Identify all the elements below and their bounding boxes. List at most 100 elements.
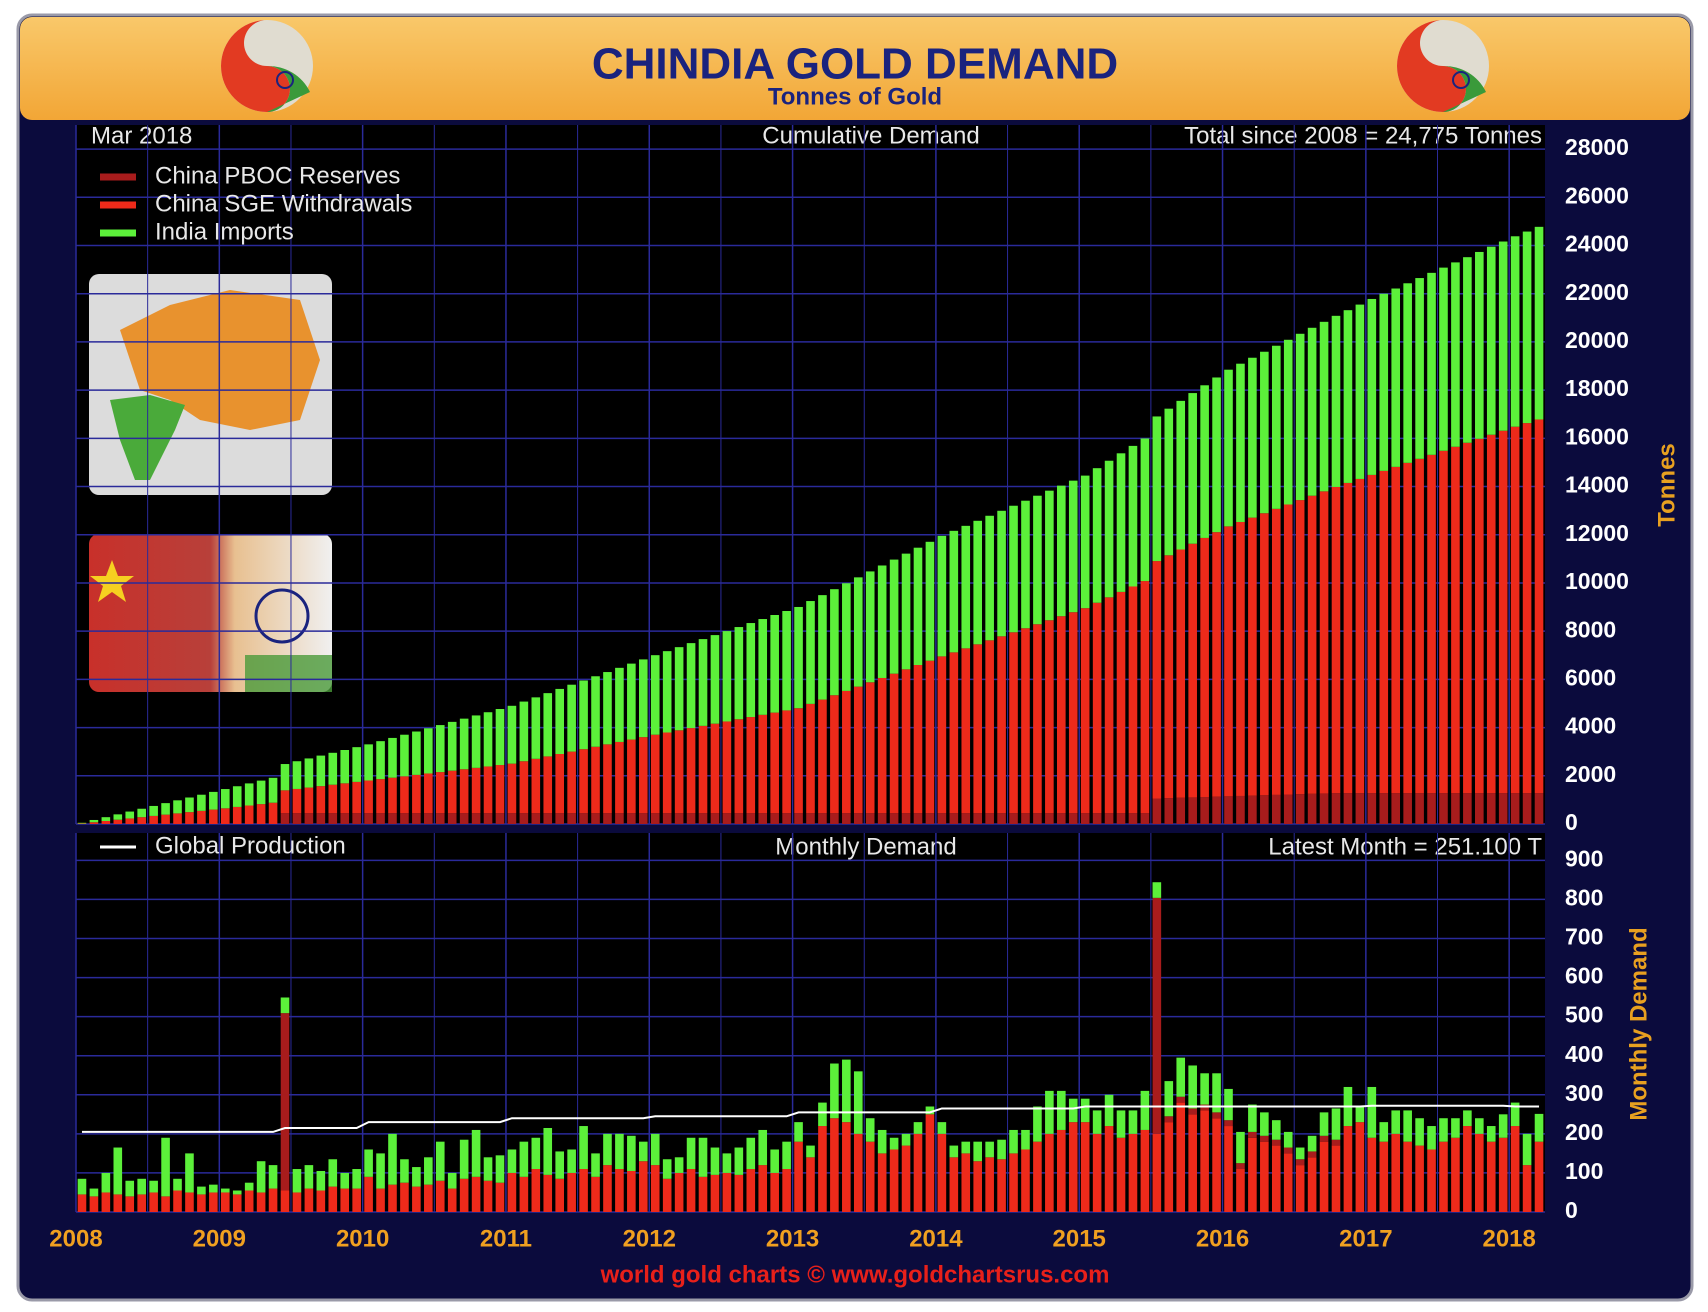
bar-segment [1451, 1137, 1460, 1212]
bar-segment [1427, 793, 1436, 824]
bar-segment [292, 1169, 302, 1193]
bar-segment [722, 1153, 732, 1173]
bar-segment [1140, 813, 1150, 824]
x-tick-label: 2009 [193, 1225, 246, 1252]
bar-segment [662, 813, 672, 824]
bar-segment [842, 1122, 851, 1212]
bar-segment [388, 1133, 397, 1185]
bar-segment [1510, 1126, 1520, 1212]
bar-segment [1176, 1102, 1186, 1212]
bar-segment [304, 1165, 314, 1189]
bar-segment [818, 595, 827, 700]
bar-segment [1391, 1110, 1401, 1134]
bar-segment [1486, 793, 1496, 824]
bar-segment [435, 772, 445, 814]
bar-segment [471, 1129, 481, 1177]
bar-segment [185, 797, 194, 813]
bar-segment [1463, 1126, 1472, 1212]
bar-segment [770, 1172, 779, 1212]
bar-segment [1403, 793, 1412, 824]
bar-segment [304, 813, 314, 824]
bar-segment [997, 510, 1006, 637]
bar-segment [543, 756, 553, 814]
bar-segment [280, 764, 290, 791]
bar-segment [244, 1190, 254, 1212]
bar-segment [364, 744, 373, 781]
bar-segment [734, 1147, 744, 1175]
bar-segment [1057, 1129, 1066, 1212]
bar-segment [1498, 430, 1508, 794]
bar-segment [901, 1145, 911, 1212]
bar-segment [698, 1137, 708, 1177]
bar-segment [364, 813, 373, 824]
bar-segment [1295, 500, 1305, 795]
bar-segment [1319, 1112, 1329, 1136]
bar-segment [1140, 1129, 1150, 1212]
bar-segment [1451, 1118, 1460, 1138]
y-tick-label: 700 [1565, 924, 1603, 950]
bar-segment [209, 1184, 218, 1193]
bar-segment [1188, 1114, 1197, 1212]
bar-segment [710, 1174, 720, 1212]
bar-segment [865, 1141, 875, 1212]
bar-segment [1212, 377, 1221, 533]
bar-segment [412, 731, 421, 775]
legend-label: India Imports [155, 218, 294, 245]
bar-segment [376, 741, 385, 780]
bar-segment [1271, 508, 1281, 795]
bar-segment [567, 1149, 576, 1173]
y-tick-label: 18000 [1565, 375, 1629, 401]
bar-segment [1164, 408, 1174, 556]
bar-segment [483, 813, 493, 824]
bar-segment [1152, 798, 1162, 824]
bar-segment [1522, 1165, 1532, 1212]
bar-segment [220, 1192, 230, 1212]
bar-segment [662, 1178, 672, 1212]
y-tick-label: 8000 [1565, 616, 1616, 642]
y-tick-label: 2000 [1565, 761, 1616, 787]
bar-segment [1534, 419, 1544, 794]
bar-segment [376, 813, 385, 824]
bar-segment [746, 717, 756, 814]
bar-segment [842, 690, 851, 814]
bar-segment [1164, 1081, 1174, 1117]
y-tick-label: 16000 [1565, 423, 1629, 449]
bar-segment [519, 1176, 529, 1212]
bar-segment [1522, 423, 1532, 794]
bar-segment [1188, 1108, 1197, 1115]
bar-segment [1331, 793, 1341, 824]
bar-segment [579, 1126, 588, 1170]
bar-segment [949, 652, 959, 814]
bar-segment [746, 1169, 756, 1212]
y-tick-label: 12000 [1565, 520, 1629, 546]
bar-segment [603, 1133, 612, 1166]
bar-segment [1283, 1131, 1293, 1148]
bar-segment [1379, 793, 1389, 824]
bar-segment [364, 1176, 373, 1212]
bar-segment [1379, 293, 1389, 471]
bar-segment [89, 1188, 99, 1197]
bar-segment [1271, 345, 1281, 509]
bar-segment [1080, 813, 1090, 824]
bar-segment [483, 766, 493, 814]
bar-segment [1057, 1090, 1066, 1130]
bar-segment [555, 1178, 564, 1212]
bar-segment [1319, 793, 1329, 824]
bar-segment [1475, 1133, 1484, 1212]
bar-segment [1319, 321, 1329, 492]
bar-segment [531, 1169, 541, 1212]
bar-segment [1236, 521, 1245, 796]
bar-segment [698, 639, 708, 726]
bar-segment [209, 791, 218, 810]
bar-segment [1486, 434, 1496, 794]
bar-segment [1212, 1112, 1221, 1119]
bar-segment [1475, 1118, 1484, 1134]
bar-segment [1021, 500, 1030, 629]
legend-label: China SGE Withdrawals [155, 190, 412, 217]
bar-segment [1140, 581, 1150, 814]
bar-segment [256, 1192, 266, 1212]
bar-segment [615, 667, 624, 742]
bar-segment [865, 682, 875, 814]
bar-segment [1331, 1145, 1341, 1212]
bar-segment [1295, 333, 1305, 501]
